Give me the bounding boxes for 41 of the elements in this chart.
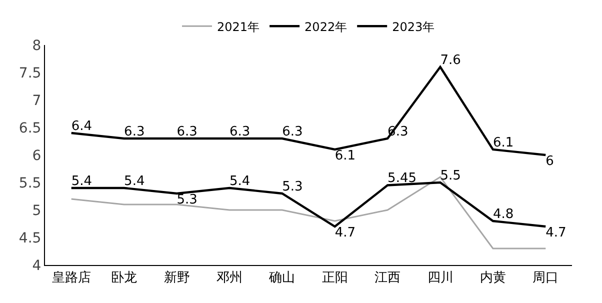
y-tick-label: 5.5 bbox=[18, 175, 42, 192]
data-label: 6.1 bbox=[334, 148, 356, 164]
data-label: 5.45 bbox=[388, 171, 417, 186]
data-label: 6.3 bbox=[124, 124, 145, 140]
data-label: 6.3 bbox=[229, 124, 250, 140]
legend-label: 2021年 bbox=[217, 20, 260, 34]
data-label: 5.4 bbox=[71, 174, 92, 189]
y-tick-label: 6.5 bbox=[18, 120, 42, 136]
data-label: 6.3 bbox=[282, 124, 303, 140]
x-tick-label: 皇路店 bbox=[52, 270, 91, 286]
data-label: 7.6 bbox=[440, 52, 461, 68]
legend-label: 2022年 bbox=[304, 20, 348, 34]
x-tick-label: 四川 bbox=[427, 270, 454, 286]
y-tick-label: 8 bbox=[32, 38, 42, 54]
x-tick-label: 内黄 bbox=[480, 270, 506, 286]
y-tick-label: 7 bbox=[32, 92, 42, 109]
y-tick-label: 4 bbox=[32, 258, 42, 274]
y-tick-label: 4.5 bbox=[18, 230, 42, 246]
data-label: 4.7 bbox=[546, 225, 566, 240]
data-label: 4.7 bbox=[334, 225, 356, 240]
x-tick-label: 江西 bbox=[374, 270, 401, 286]
data-label: 6 bbox=[546, 154, 554, 169]
data-label: 6.3 bbox=[176, 124, 198, 140]
y-tick-label: 7.5 bbox=[18, 65, 42, 82]
x-tick-label: 邓州 bbox=[216, 270, 242, 286]
x-tick-label: 新野 bbox=[164, 270, 190, 286]
data-label: 5.3 bbox=[176, 192, 198, 208]
y-tick-label: 5 bbox=[32, 202, 42, 219]
data-label: 5.4 bbox=[229, 174, 250, 189]
x-tick-label: 确山 bbox=[268, 270, 296, 286]
data-label: 6.1 bbox=[492, 135, 514, 150]
data-label: 6.4 bbox=[71, 118, 92, 134]
data-label: 5.5 bbox=[440, 168, 461, 184]
x-tick-label: 卧龙 bbox=[111, 270, 138, 286]
data-label: 5.3 bbox=[282, 179, 303, 194]
data-label: 5.4 bbox=[124, 174, 145, 189]
x-tick-label: 周口 bbox=[532, 270, 559, 286]
y-tick-label: 6 bbox=[32, 148, 42, 164]
data-label: 4.8 bbox=[492, 206, 514, 222]
x-tick-label: 正阳 bbox=[322, 270, 348, 286]
legend-label: 2023年 bbox=[392, 20, 435, 34]
